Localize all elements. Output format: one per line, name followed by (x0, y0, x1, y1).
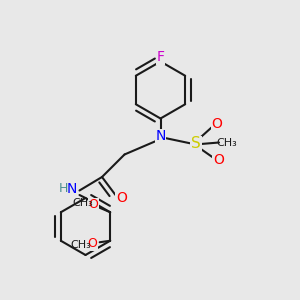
Text: O: O (212, 118, 222, 131)
Text: O: O (116, 191, 127, 205)
Text: N: N (67, 182, 77, 196)
Text: CH₃: CH₃ (70, 240, 91, 250)
Text: O: O (89, 198, 99, 211)
Text: CH₃: CH₃ (72, 198, 93, 208)
Text: CH₃: CH₃ (216, 137, 237, 148)
Text: O: O (87, 237, 97, 250)
Text: H: H (59, 182, 68, 196)
Text: O: O (213, 153, 224, 167)
Text: N: N (155, 130, 166, 143)
Text: S: S (191, 136, 201, 152)
Text: F: F (157, 50, 164, 64)
